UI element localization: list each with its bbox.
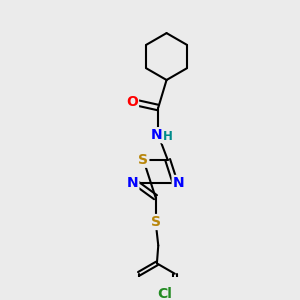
Text: Cl: Cl bbox=[158, 287, 172, 300]
Text: O: O bbox=[126, 95, 138, 109]
Text: S: S bbox=[151, 215, 160, 229]
Text: H: H bbox=[163, 130, 173, 143]
Text: N: N bbox=[173, 176, 184, 190]
Text: N: N bbox=[151, 128, 163, 142]
Text: S: S bbox=[138, 153, 148, 167]
Text: N: N bbox=[127, 176, 138, 190]
